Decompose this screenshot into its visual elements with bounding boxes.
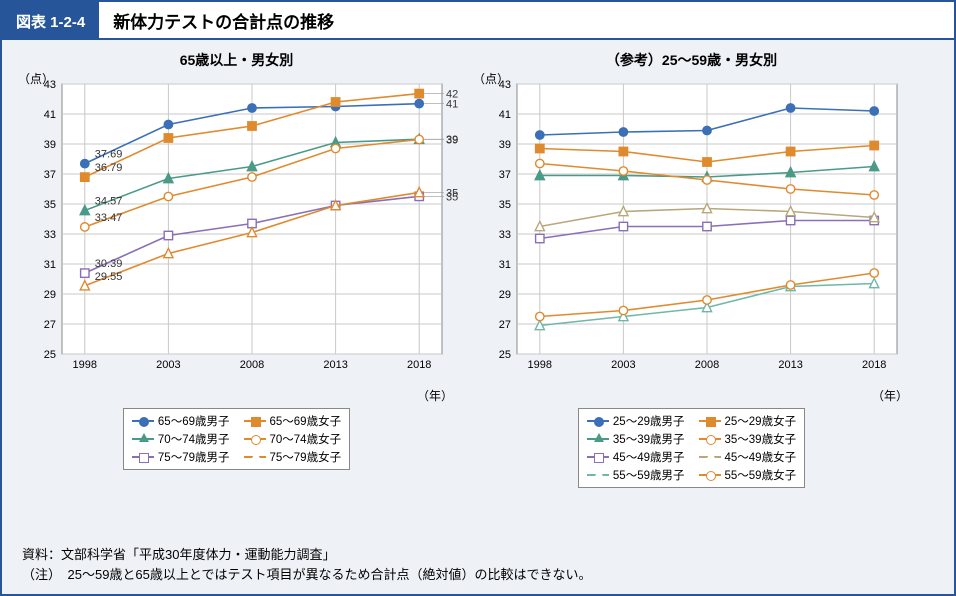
legend-item: 35〜39歳男子 (587, 431, 685, 447)
source-line: 資料：文部科学省「平成30年度体力・運動能力調査」 (22, 545, 934, 565)
svg-text:25: 25 (499, 349, 511, 361)
panel-title: （参考）25〜59歳・男女別 (469, 50, 914, 70)
svg-text:39: 39 (44, 139, 56, 151)
svg-text:29: 29 (499, 289, 511, 301)
legend-item: 35〜39歳女子 (699, 431, 797, 447)
legend-label: 65〜69歳男子 (158, 413, 230, 429)
svg-text:41: 41 (44, 109, 56, 121)
svg-text:35: 35 (44, 199, 56, 211)
value-label: 29.55 (95, 271, 123, 283)
legend-item: 65〜69歳男子 (132, 413, 230, 429)
legend-label: 70〜74歳女子 (270, 431, 342, 447)
figure-title: 新体力テストの合計点の推移 (99, 2, 954, 40)
legend-label: 70〜74歳男子 (158, 431, 230, 447)
legend-item: 55〜59歳女子 (699, 467, 797, 483)
legend: 65〜69歳男子 65〜69歳女子 70〜74歳男子 70〜74歳女子 75〜79歳男子… (123, 408, 350, 470)
x-axis-unit: （年） (469, 387, 914, 404)
svg-text:2013: 2013 (778, 359, 802, 371)
legend-label: 65〜69歳女子 (270, 413, 342, 429)
value-label: 39.30 (446, 135, 459, 147)
svg-text:2013: 2013 (323, 359, 347, 371)
svg-text:2018: 2018 (862, 359, 886, 371)
chart-panel: （参考）25〜59歳・男女別（点）25272931333537394143199… (469, 48, 914, 488)
legend-label: 25〜29歳女子 (725, 413, 797, 429)
legend-item: 70〜74歳男子 (132, 431, 230, 447)
svg-text:39: 39 (499, 139, 511, 151)
svg-text:35: 35 (499, 199, 511, 211)
note-line: （注） 25〜59歳と65歳以上とではテスト項目が異なるため合計点（絶対値）の比… (22, 565, 934, 585)
panel-title: 65歳以上・男女別 (14, 50, 459, 70)
x-axis-unit: （年） (14, 387, 459, 404)
value-label: 37.69 (95, 149, 123, 161)
legend-item: 45〜49歳男子 (587, 449, 685, 465)
figure-tag: 図表 1-2-4 (2, 2, 99, 40)
legend-item: 75〜79歳女子 (244, 449, 342, 465)
y-axis-unit: （点） (18, 70, 54, 87)
svg-text:41: 41 (499, 109, 511, 121)
legend: 25〜29歳男子 25〜29歳女子 35〜39歳男子 35〜39歳女子 45〜49歳男子… (578, 408, 805, 488)
svg-text:2018: 2018 (407, 359, 431, 371)
svg-text:33: 33 (499, 229, 511, 241)
charts-row: 65歳以上・男女別（点）2527293133353739414319982003… (2, 40, 954, 488)
value-label: 33.47 (95, 212, 123, 224)
svg-text:37: 37 (499, 169, 511, 181)
svg-text:1998: 1998 (528, 359, 552, 371)
legend-label: 45〜49歳男子 (613, 449, 685, 465)
svg-text:33: 33 (44, 229, 56, 241)
legend-label: 55〜59歳女子 (725, 467, 797, 483)
svg-text:2008: 2008 (240, 359, 264, 371)
svg-text:27: 27 (44, 319, 56, 331)
y-axis-unit: （点） (473, 70, 509, 87)
value-label: 36.79 (95, 162, 123, 174)
legend-label: 35〜39歳男子 (613, 431, 685, 447)
legend-item: 75〜79歳男子 (132, 449, 230, 465)
svg-text:1998: 1998 (73, 359, 97, 371)
svg-text:25: 25 (44, 349, 56, 361)
legend-item: 70〜74歳女子 (244, 431, 342, 447)
legend-item: 65〜69歳女子 (244, 413, 342, 429)
chart-panel: 65歳以上・男女別（点）2527293133353739414319982003… (14, 48, 459, 488)
svg-text:27: 27 (499, 319, 511, 331)
svg-text:31: 31 (499, 259, 511, 271)
svg-text:2008: 2008 (695, 359, 719, 371)
value-label: 34.57 (95, 195, 123, 207)
legend-item: 45〜49歳女子 (699, 449, 797, 465)
line-chart: 2527293133353739414319982003200820132018 (469, 74, 914, 384)
value-label: 30.39 (95, 258, 123, 270)
svg-text:37: 37 (44, 169, 56, 181)
svg-text:2003: 2003 (156, 359, 180, 371)
svg-text:31: 31 (44, 259, 56, 271)
svg-text:2003: 2003 (611, 359, 635, 371)
figure-container: 図表 1-2-4 新体力テストの合計点の推移 65歳以上・男女別（点）25272… (0, 0, 956, 596)
legend-label: 75〜79歳女子 (270, 449, 342, 465)
footer-notes: 資料：文部科学省「平成30年度体力・運動能力調査」 （注） 25〜59歳と65歳… (22, 545, 934, 584)
legend-label: 55〜59歳男子 (613, 467, 685, 483)
legend-label: 75〜79歳男子 (158, 449, 230, 465)
legend-label: 45〜49歳女子 (725, 449, 797, 465)
value-label: 41.69 (446, 99, 459, 111)
legend-item: 55〜59歳男子 (587, 467, 685, 483)
legend-item: 25〜29歳男子 (587, 413, 685, 429)
svg-text:29: 29 (44, 289, 56, 301)
legend-item: 25〜29歳女子 (699, 413, 797, 429)
value-label: 35.51 (446, 191, 459, 203)
header: 図表 1-2-4 新体力テストの合計点の推移 (2, 2, 954, 40)
legend-label: 25〜29歳男子 (613, 413, 685, 429)
line-chart: 2527293133353739414319982003200820132018… (14, 74, 459, 384)
legend-label: 35〜39歳女子 (725, 431, 797, 447)
